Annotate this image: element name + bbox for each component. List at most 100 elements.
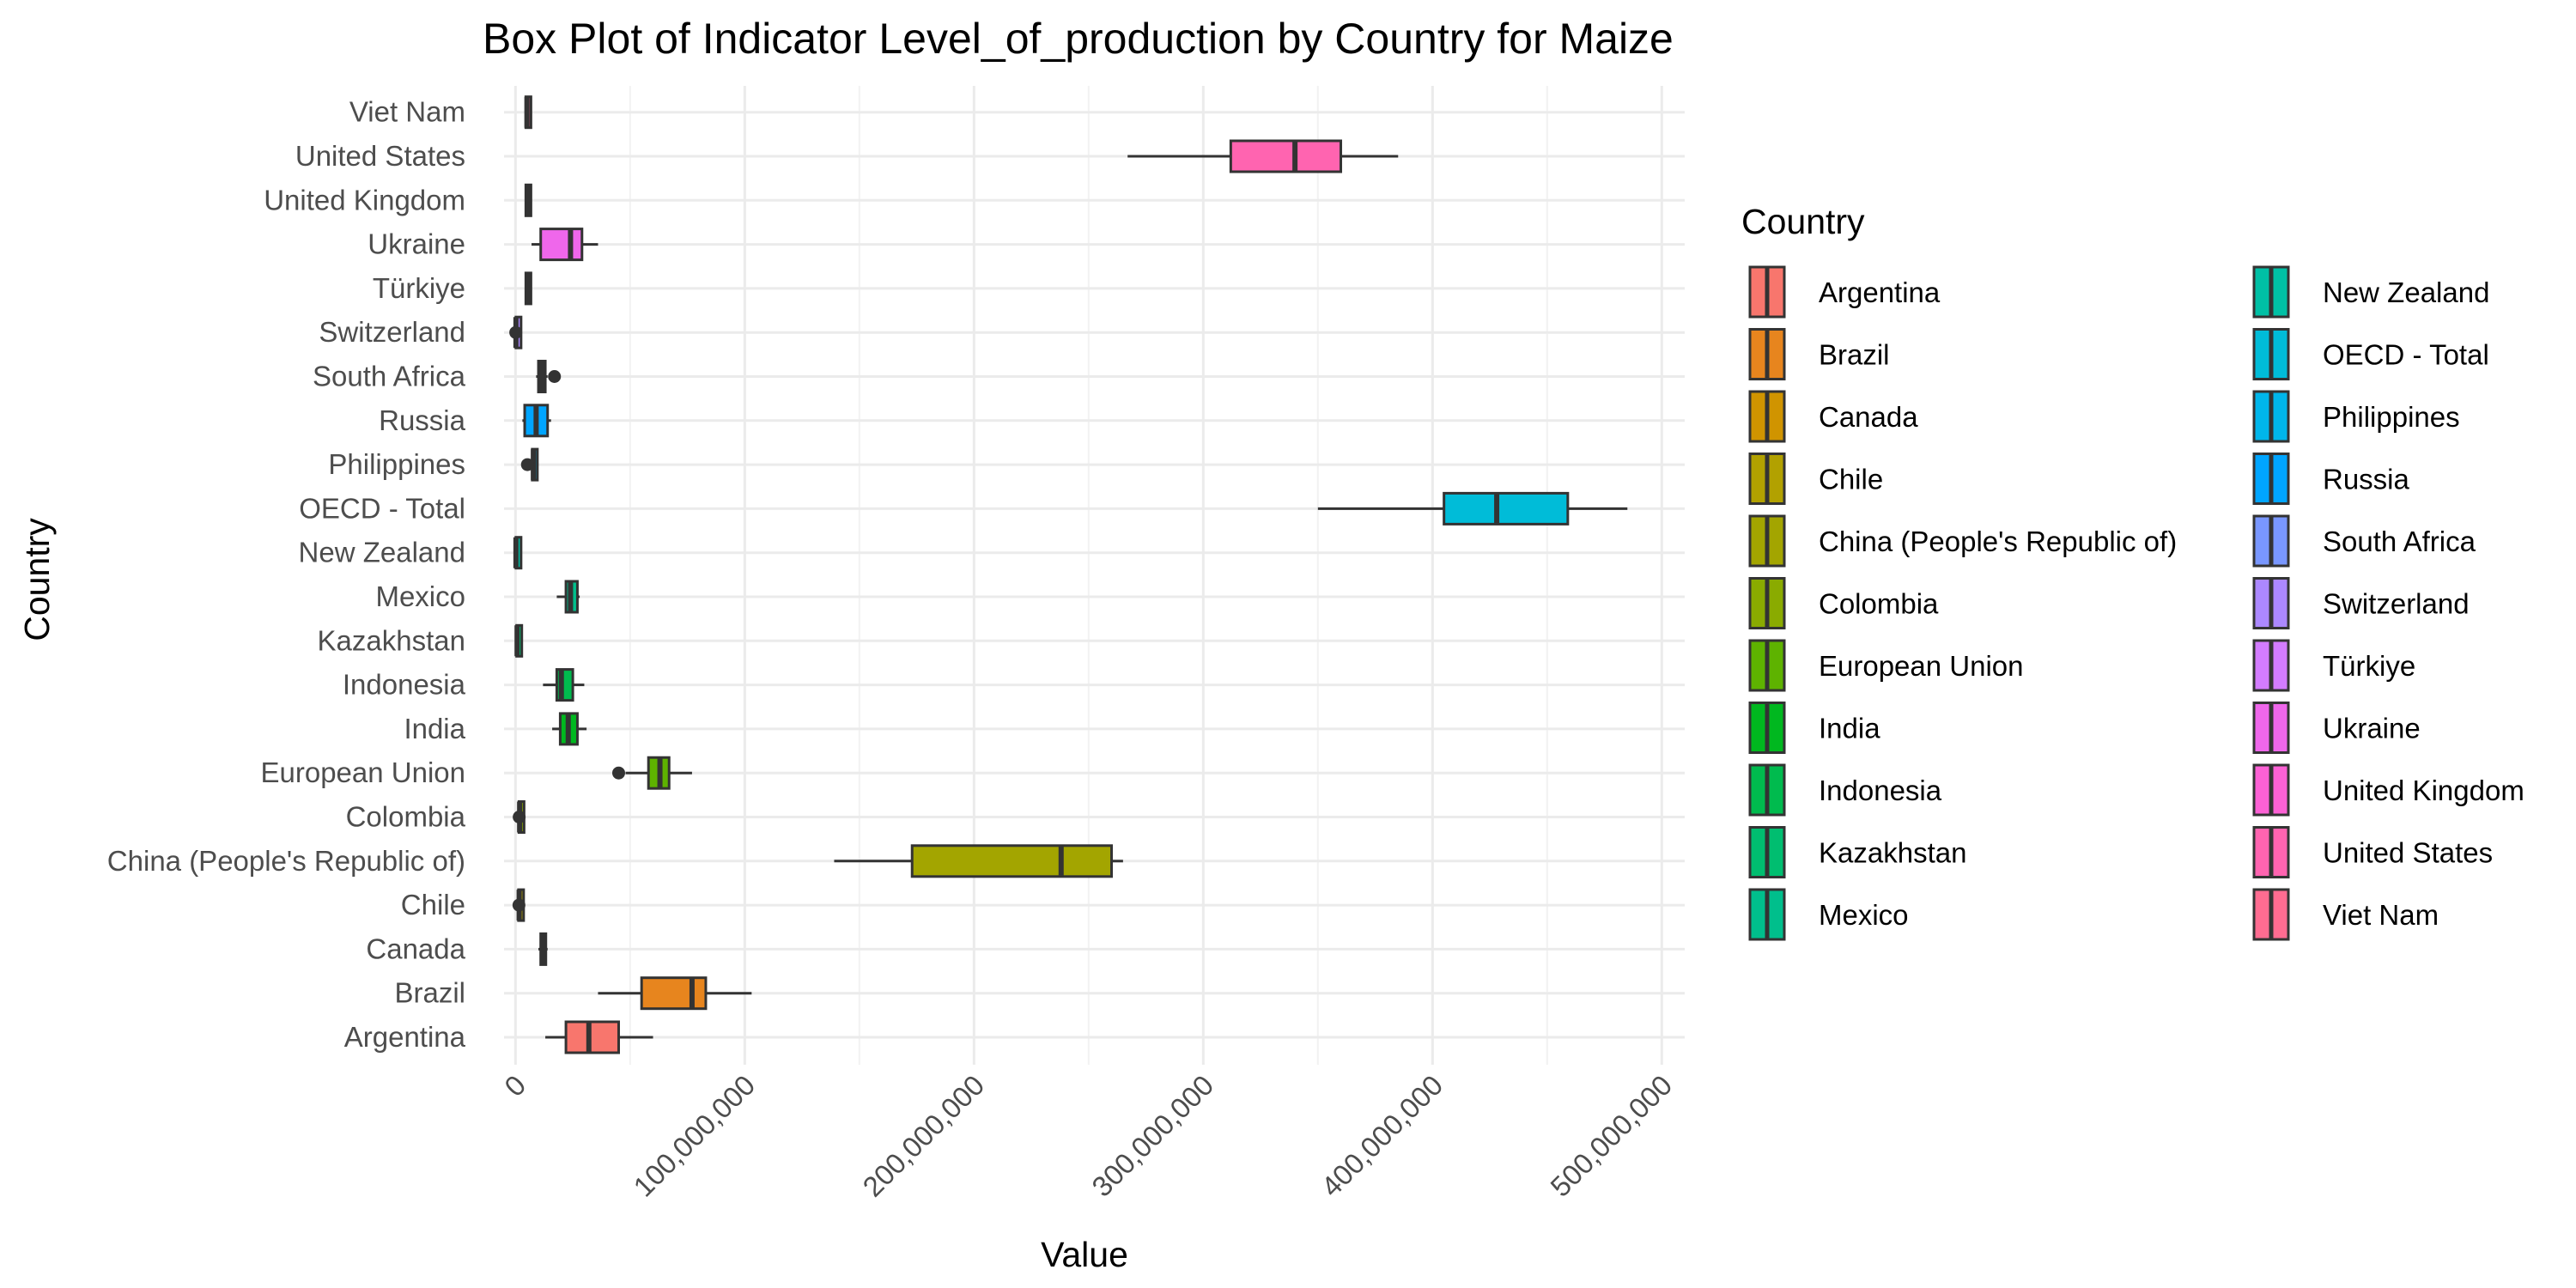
y-axis-ticks: Argentina Brazil Canada Chile China (People'… bbox=[107, 96, 466, 1053]
x-axis-ticks: 0 100,000,000 200,000,000 300,000,000 400,00… bbox=[498, 1069, 1678, 1203]
legend-label: Brazil bbox=[1819, 339, 1890, 371]
legend-item-ukraine: Ukraine bbox=[2252, 702, 2421, 754]
x-tick-label: 100,000,000 bbox=[627, 1069, 761, 1203]
box-canada bbox=[538, 932, 548, 966]
y-tick-label: Mexico bbox=[375, 580, 465, 612]
y-tick-label: China (People's Republic of) bbox=[107, 845, 465, 877]
box-brazil bbox=[598, 976, 752, 1011]
legend-label: Argentina bbox=[1819, 276, 1941, 308]
legend-label: United Kingdom bbox=[2323, 775, 2524, 806]
legend-label: United States bbox=[2323, 837, 2493, 869]
legend-label: Kazakhstan bbox=[1819, 837, 1966, 869]
legend-label: Philippines bbox=[2323, 401, 2460, 433]
legend-item-united-states: United States bbox=[2252, 826, 2493, 878]
outlier-point bbox=[513, 811, 526, 823]
y-tick-label: South Africa bbox=[313, 361, 466, 392]
legend-item-new-zealand: New Zealand bbox=[2252, 265, 2489, 319]
box-ukraine bbox=[532, 228, 598, 262]
legend-label: Switzerland bbox=[2323, 588, 2470, 620]
box-oecd-total bbox=[1317, 491, 1628, 526]
legend-item-philippines: Philippines bbox=[2252, 390, 2460, 443]
x-tick-label: 200,000,000 bbox=[856, 1069, 990, 1203]
legend-label: Türkiye bbox=[2323, 650, 2415, 682]
x-axis-title: Value bbox=[1041, 1235, 1128, 1274]
y-tick-label: Indonesia bbox=[343, 669, 466, 701]
plot-panel bbox=[504, 86, 1685, 1065]
y-tick-label: Brazil bbox=[394, 977, 465, 1009]
legend-item-t-rkiye: Türkiye bbox=[2252, 639, 2415, 692]
legend-item-mexico: Mexico bbox=[1748, 888, 1909, 941]
legend-item-viet-nam: Viet Nam bbox=[2252, 888, 2439, 941]
y-tick-label: Chile bbox=[401, 889, 465, 920]
box-russia bbox=[522, 404, 551, 438]
y-tick-label: New Zealand bbox=[299, 537, 465, 568]
outlier-point bbox=[520, 458, 534, 471]
box-south-africa bbox=[536, 360, 562, 393]
grid-layer bbox=[504, 86, 1685, 1065]
box-european-union bbox=[611, 756, 692, 790]
box-iqr bbox=[1443, 491, 1570, 526]
y-tick-label: OECD - Total bbox=[299, 492, 465, 524]
box-china-people-s-republic-of bbox=[834, 844, 1123, 878]
x-tick-label: 0 bbox=[498, 1069, 532, 1103]
legend-label: OECD - Total bbox=[2323, 339, 2489, 371]
y-tick-label: United Kingdom bbox=[264, 184, 465, 216]
x-tick-label: 400,000,000 bbox=[1315, 1069, 1449, 1203]
outlier-point bbox=[548, 370, 562, 383]
legend-item-european-union: European Union bbox=[1748, 639, 2024, 692]
box-indonesia bbox=[543, 668, 585, 702]
legend-item-south-africa: South Africa bbox=[2252, 514, 2476, 568]
legend-label: South Africa bbox=[2323, 526, 2476, 557]
legend-item-united-kingdom: United Kingdom bbox=[2252, 763, 2524, 817]
y-tick-label: Colombia bbox=[346, 801, 466, 833]
y-tick-label: European Union bbox=[260, 756, 465, 788]
legend-item-argentina: Argentina bbox=[1748, 265, 1941, 319]
legend-item-china-people-s-republic-of: China (People's Republic of) bbox=[1748, 514, 2177, 568]
legend-item-colombia: Colombia bbox=[1748, 577, 1939, 629]
x-tick-label: 500,000,000 bbox=[1544, 1069, 1678, 1203]
box-mexico bbox=[556, 580, 580, 614]
y-tick-label: India bbox=[404, 713, 465, 744]
box-switzerland bbox=[509, 315, 523, 349]
legend-label: Colombia bbox=[1819, 588, 1939, 620]
outlier-point bbox=[512, 898, 526, 912]
legend-item-kazakhstan: Kazakhstan bbox=[1748, 826, 1966, 878]
legend-label: China (People's Republic of) bbox=[1819, 526, 2177, 557]
y-tick-label: Kazakhstan bbox=[318, 624, 465, 656]
legend-label: Chile bbox=[1819, 464, 1883, 495]
legend-items: Argentina Brazil Canada Chile China (People'… bbox=[1748, 265, 2524, 941]
x-tick-label: 300,000,000 bbox=[1085, 1069, 1219, 1203]
y-tick-label: Switzerland bbox=[319, 316, 465, 348]
legend-label: New Zealand bbox=[2323, 276, 2489, 308]
box-iqr bbox=[1229, 139, 1343, 173]
legend-item-india: India bbox=[1748, 702, 1880, 754]
box-iqr bbox=[910, 844, 1114, 878]
box-colombia bbox=[513, 800, 526, 834]
box-iqr bbox=[539, 228, 584, 262]
box-united-kingdom bbox=[524, 183, 532, 217]
y-axis-title: Country bbox=[17, 518, 57, 641]
legend-item-oecd-total: OECD - Total bbox=[2252, 328, 2489, 380]
y-tick-label: Argentina bbox=[344, 1021, 466, 1053]
box-t-rkiye bbox=[524, 271, 532, 306]
chart-title: Box Plot of Indicator Level_of_productio… bbox=[483, 15, 1674, 63]
legend-item-switzerland: Switzerland bbox=[2252, 577, 2470, 629]
y-tick-label: Ukraine bbox=[368, 228, 465, 260]
box-kazakhstan bbox=[514, 623, 524, 658]
legend-title: Country bbox=[1741, 202, 1865, 241]
legend-label: Mexico bbox=[1819, 899, 1909, 931]
legend-item-indonesia: Indonesia bbox=[1748, 763, 1942, 817]
y-tick-label: Russia bbox=[379, 404, 466, 436]
y-tick-label: Viet Nam bbox=[349, 96, 465, 128]
y-tick-label: Philippines bbox=[328, 448, 465, 480]
box-argentina bbox=[545, 1020, 653, 1054]
box-india bbox=[552, 712, 587, 746]
box-new-zealand bbox=[513, 536, 523, 570]
y-tick-label: Türkiye bbox=[373, 272, 465, 304]
legend-label: Viet Nam bbox=[2323, 899, 2439, 931]
legend-label: Indonesia bbox=[1819, 775, 1942, 806]
box-iqr bbox=[564, 1020, 620, 1054]
outlier-point bbox=[611, 766, 625, 780]
y-tick-label: United States bbox=[295, 140, 465, 172]
